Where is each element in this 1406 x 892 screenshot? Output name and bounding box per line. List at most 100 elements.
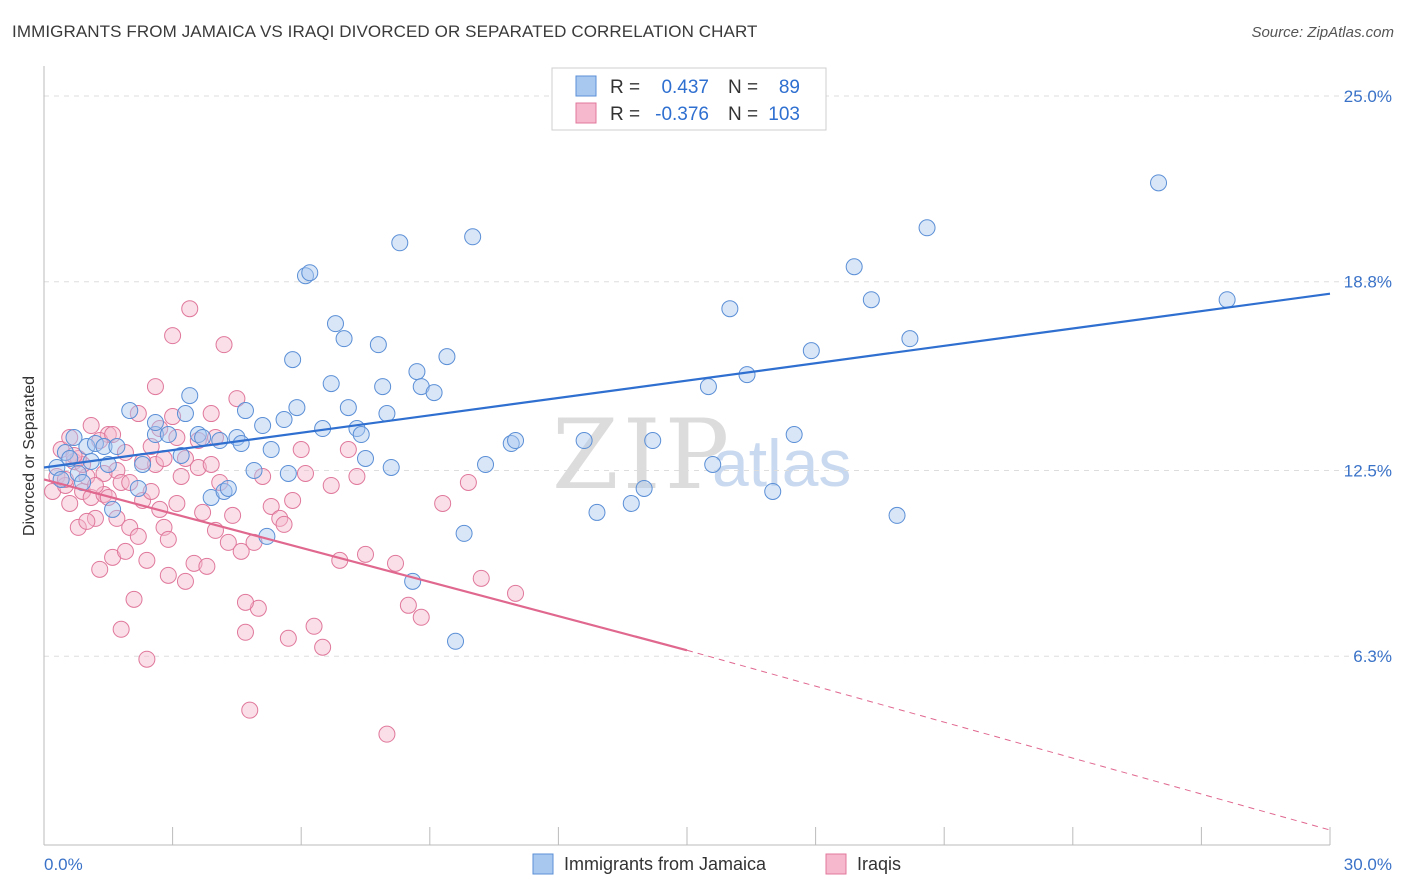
iraqi-trendline — [43, 478, 688, 652]
iraqi-point — [121, 518, 139, 536]
jamaica-point — [129, 479, 147, 497]
iraqi-point — [198, 557, 216, 575]
jamaica-point — [622, 494, 640, 512]
iraqi-point — [168, 494, 186, 512]
jamaica-point — [232, 435, 250, 453]
jamaica-point — [408, 363, 426, 381]
iraqi-point — [271, 509, 289, 527]
iraqi-point — [172, 467, 190, 485]
legend-swatch-jamaica — [575, 75, 597, 97]
iraqi-point — [202, 455, 220, 473]
jamaica-point — [284, 351, 302, 369]
jamaica-point — [378, 405, 396, 423]
iraqi-point — [472, 569, 490, 587]
x-tick-label: 30.0% — [1344, 855, 1392, 874]
jamaica-point — [369, 336, 387, 354]
iraqi-point — [116, 542, 134, 560]
iraqi-point — [292, 441, 310, 459]
jamaica-point — [194, 429, 212, 447]
iraqi-point — [305, 617, 323, 635]
jamaica-point — [104, 500, 122, 518]
iraqi-point — [219, 533, 237, 551]
legend-box — [551, 67, 827, 131]
y-tick-label: 6.3% — [1353, 647, 1392, 666]
jamaica-point — [95, 438, 113, 456]
iraqi-point — [142, 482, 160, 500]
iraqi-point — [82, 417, 100, 435]
iraqi-point — [69, 518, 87, 536]
jamaica-point — [391, 234, 409, 252]
jamaica-point — [699, 378, 717, 396]
jamaica-point — [764, 482, 782, 500]
iraqi-point — [125, 590, 143, 608]
jamaica-point — [56, 444, 74, 462]
iraqi-point — [146, 455, 164, 473]
jamaica-point — [159, 426, 177, 444]
iraqi-point — [164, 327, 182, 345]
iraqi-point — [339, 441, 357, 459]
iraqi-point — [185, 554, 203, 572]
jamaica-point — [635, 479, 653, 497]
jamaica-point — [339, 399, 357, 417]
iraqi-point — [296, 464, 314, 482]
jamaica-point — [146, 426, 164, 444]
jamaica-point — [901, 330, 919, 348]
iraqi-point — [459, 473, 477, 491]
jamaica-point — [322, 375, 340, 393]
jamaica-point — [326, 315, 344, 333]
series-legend-label-iraqi: Iraqis — [857, 854, 901, 874]
trendlines — [43, 292, 1331, 831]
iraqi-point — [181, 300, 199, 318]
jamaica-point — [477, 455, 495, 473]
jamaica-point — [785, 426, 803, 444]
jamaica-point — [301, 264, 319, 282]
series-legend-swatch-iraqi — [825, 853, 847, 875]
y-tick-label: 12.5% — [1344, 461, 1392, 480]
iraqi-point — [164, 408, 182, 426]
jamaica-point — [644, 432, 662, 450]
iraqi-point — [399, 596, 417, 614]
iraqi-point — [284, 491, 302, 509]
iraqi-point — [78, 512, 96, 530]
iraqi-trendline-extension — [686, 649, 1331, 831]
jamaica-point — [507, 432, 525, 450]
jamaica-point — [1218, 291, 1236, 309]
jamaica-point — [352, 426, 370, 444]
jamaica-trendline — [43, 292, 1331, 469]
legend-r-value-iraqi: -0.376 — [655, 104, 709, 125]
iraqi-point — [146, 378, 164, 396]
iraqi-point — [254, 467, 272, 485]
iraqi-point — [159, 566, 177, 584]
jamaica-point — [254, 417, 272, 435]
jamaica-point — [65, 429, 83, 447]
x-tick-labels: 0.0% 30.0% — [44, 855, 1392, 874]
jamaica-point — [575, 432, 593, 450]
iraqi-point — [378, 725, 396, 743]
iraqi-point — [211, 473, 229, 491]
jamaica-point — [279, 464, 297, 482]
jamaica-point — [262, 441, 280, 459]
iraqi-point — [357, 545, 374, 563]
jamaica-point — [172, 447, 190, 465]
iraqi-point — [194, 503, 212, 521]
iraqi-series — [44, 300, 525, 743]
iraqi-point — [189, 458, 207, 476]
jamaica-point — [1150, 174, 1168, 192]
jamaica-point — [447, 632, 465, 650]
iraqi-point — [112, 620, 130, 638]
jamaica-point — [704, 455, 722, 473]
jamaica-point — [245, 461, 263, 479]
x-tick-label: 0.0% — [44, 855, 83, 874]
jamaica-point — [121, 402, 139, 420]
jamaica-point — [335, 330, 353, 348]
iraqi-point — [108, 509, 126, 527]
y-tick-labels: 6.3% 12.5% 18.8% 25.0% — [1344, 87, 1392, 666]
iraqi-point — [507, 584, 525, 602]
jamaica-point — [802, 342, 820, 360]
iraqi-point — [279, 629, 297, 647]
watermark-zip: ZIP — [552, 399, 733, 511]
iraqi-point — [434, 494, 452, 512]
iraqi-point — [138, 650, 156, 668]
watermark: ZIP atlas — [552, 399, 851, 511]
iraqi-point — [314, 638, 332, 656]
